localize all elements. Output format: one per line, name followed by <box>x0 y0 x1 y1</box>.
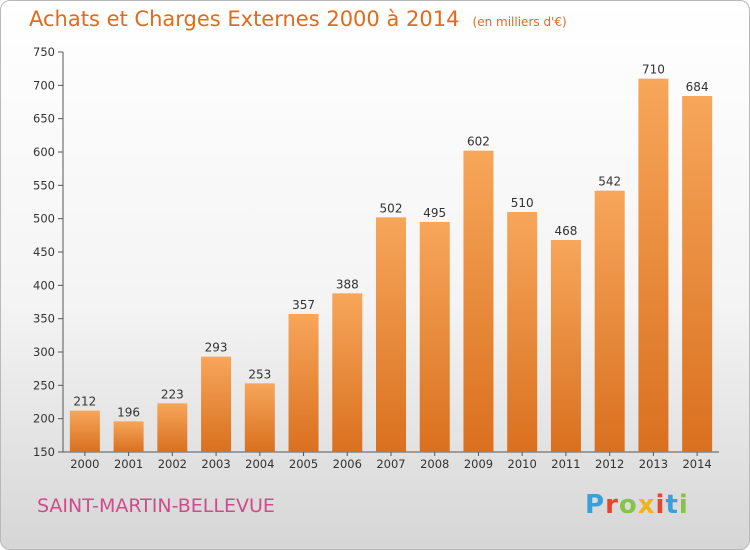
bar-value-label: 710 <box>642 63 665 77</box>
bar-value-label: 212 <box>73 395 96 409</box>
y-tick-label: 300 <box>33 345 55 359</box>
title-line: Achats et Charges Externes 2000 à 2014 (… <box>29 7 567 31</box>
bar <box>244 383 275 452</box>
bar-value-label: 502 <box>380 201 403 215</box>
bar-value-label: 468 <box>554 224 577 238</box>
bar <box>376 217 406 452</box>
x-tick-label: 2011 <box>551 457 580 471</box>
bar <box>113 421 144 452</box>
bar-value-label: 223 <box>161 387 184 401</box>
x-tick-label: 2003 <box>201 457 230 471</box>
bar <box>550 240 581 452</box>
x-tick-label: 2010 <box>508 457 537 471</box>
brand-letter: x <box>637 490 656 520</box>
bar <box>682 96 713 452</box>
y-tick-label: 700 <box>33 78 55 92</box>
chart-title: Achats et Charges Externes 2000 à 2014 <box>29 7 460 31</box>
y-tick-label: 550 <box>33 178 55 192</box>
x-tick-label: 2009 <box>464 457 493 471</box>
x-tick-label: 2014 <box>682 457 711 471</box>
bar <box>419 222 450 452</box>
x-tick-label: 2004 <box>245 457 274 471</box>
bar-value-label: 357 <box>292 298 315 312</box>
bar-value-label: 253 <box>248 367 271 381</box>
x-tick-label: 2002 <box>158 457 187 471</box>
commune-name: SAINT-MARTIN-BELLEVUE <box>37 495 275 517</box>
bar-value-label: 542 <box>598 175 621 189</box>
y-tick-label: 400 <box>33 278 55 292</box>
y-tick-label: 450 <box>33 245 55 259</box>
brand-letter: P <box>585 490 606 520</box>
y-tick-label: 250 <box>33 378 55 392</box>
y-tick-label: 500 <box>33 212 55 226</box>
y-tick-label: 150 <box>33 445 55 459</box>
bar-value-label: 293 <box>205 341 228 355</box>
x-tick-label: 2012 <box>595 457 624 471</box>
brand-letter: r <box>605 490 619 520</box>
bar-value-label: 510 <box>511 196 534 210</box>
y-tick-label: 200 <box>33 412 55 426</box>
y-tick-label: 350 <box>33 312 55 326</box>
x-tick-label: 2008 <box>420 457 449 471</box>
brand-letter: i <box>655 490 666 520</box>
bar <box>201 356 232 452</box>
y-tick-label: 600 <box>33 145 55 159</box>
bar <box>594 190 625 452</box>
bar <box>332 293 363 452</box>
bar-value-label: 602 <box>467 135 490 149</box>
x-tick-label: 2007 <box>376 457 405 471</box>
bar <box>463 150 494 452</box>
bar <box>638 78 669 453</box>
x-tick-label: 2001 <box>114 457 143 471</box>
bar-value-label: 196 <box>117 405 140 419</box>
bar-value-label: 684 <box>686 80 709 94</box>
bar <box>69 410 100 452</box>
bar-value-label: 388 <box>336 277 359 291</box>
bar-value-label: 495 <box>423 206 446 220</box>
x-tick-label: 2006 <box>333 457 362 471</box>
y-tick-label: 750 <box>33 45 55 59</box>
x-tick-label: 2013 <box>639 457 668 471</box>
chart-unit: (en milliers d'€) <box>472 15 567 29</box>
bar <box>288 314 319 452</box>
brand-letter: o <box>618 490 638 520</box>
brand-logo: Proxiti <box>585 490 689 520</box>
brand-letter: t <box>665 490 679 520</box>
axis-layer: 150 200 250 300 350 400 450 500 550 600 650 700 750 2… <box>33 45 719 471</box>
y-tick-label: 650 <box>33 112 55 126</box>
bar-layer: 212 196 223 293 253 357 388 502 495 602 510 468 542 7… <box>69 63 713 453</box>
bar <box>507 212 538 452</box>
x-tick-label: 2000 <box>70 457 99 471</box>
brand-letter: i <box>678 490 689 520</box>
bar <box>157 403 188 452</box>
x-tick-label: 2005 <box>289 457 318 471</box>
